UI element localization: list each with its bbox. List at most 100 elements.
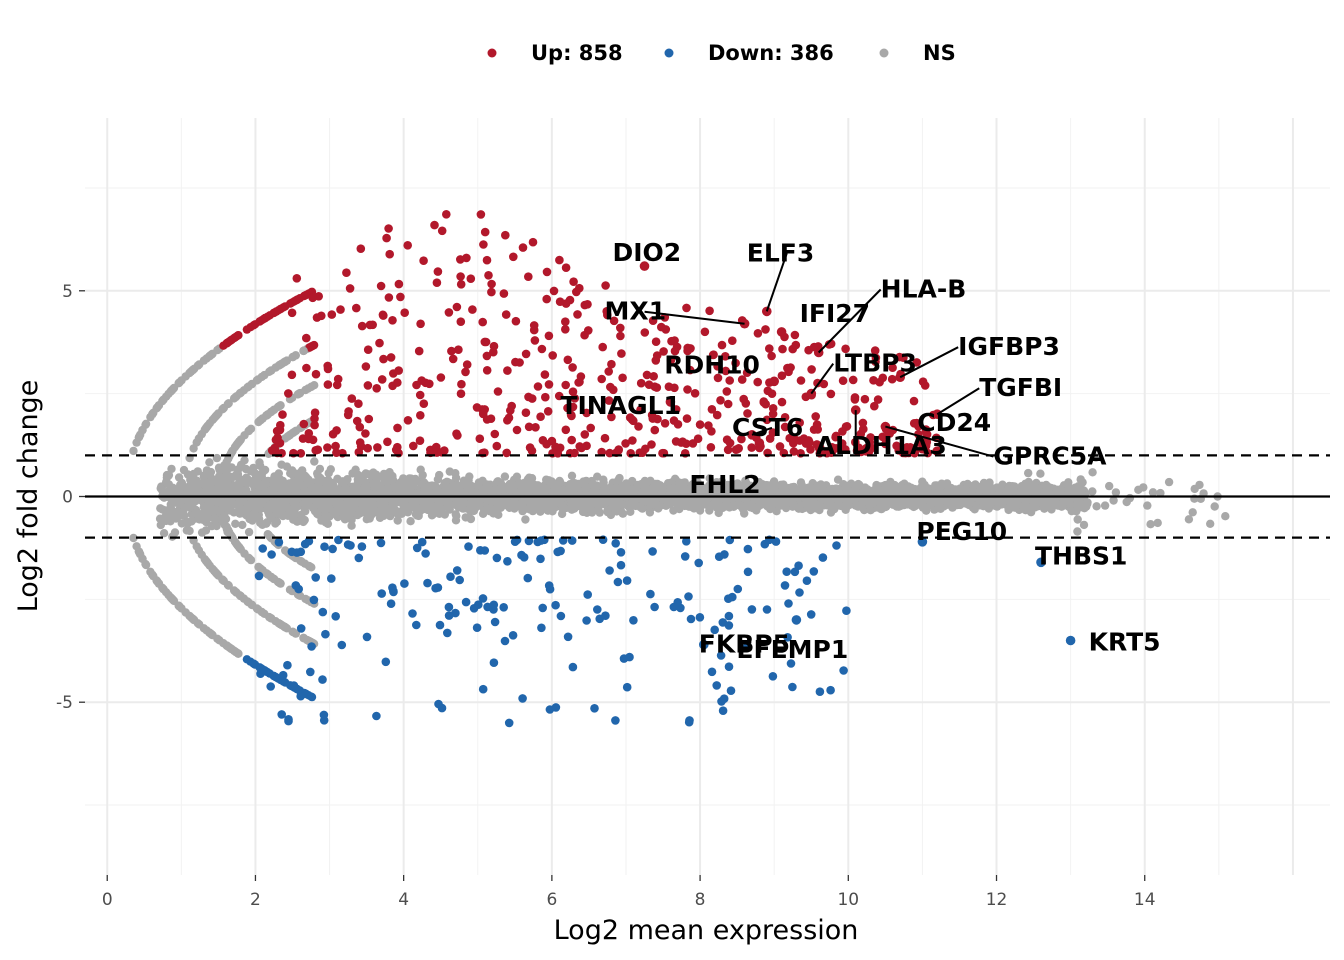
data-point-ns <box>387 472 397 481</box>
data-point-ns <box>705 486 714 496</box>
data-point-ns <box>595 508 604 517</box>
data-point-ns <box>211 475 221 485</box>
data-point-ns <box>500 500 509 509</box>
data-point-ns <box>201 526 211 535</box>
data-point-ns <box>369 479 378 488</box>
data-point-ns <box>272 517 282 527</box>
data-point-ns <box>418 470 427 480</box>
data-point-ns <box>191 487 200 497</box>
data-point-ns <box>578 507 588 517</box>
data-point-ns <box>741 476 750 485</box>
data-point-ns <box>228 490 238 500</box>
data-point-ns <box>521 515 530 524</box>
data-point-ns <box>399 474 408 483</box>
data-point-ns <box>315 464 325 474</box>
data-point-ns <box>962 499 971 508</box>
data-point-ns <box>177 519 186 528</box>
data-point-ns <box>317 477 326 487</box>
data-point-ns <box>451 516 461 525</box>
data-point-ns <box>361 470 370 479</box>
data-point-ns <box>645 508 655 517</box>
data-point-ns <box>1047 505 1056 514</box>
data-point-ns <box>469 504 478 514</box>
data-point-ns <box>375 499 385 509</box>
data-point-ns <box>512 472 522 481</box>
data-point-ns <box>739 505 748 514</box>
data-point-ns <box>242 476 252 486</box>
data-point-ns <box>505 479 515 489</box>
data-point-ns <box>179 507 188 516</box>
data-point-ns <box>446 500 455 510</box>
data-point-ns <box>159 529 169 538</box>
data-point-ns <box>987 484 997 493</box>
data-point-ns <box>311 485 321 494</box>
data-point-ns <box>500 472 510 481</box>
data-point-ns <box>376 482 385 492</box>
data-point-ns <box>390 505 400 515</box>
data-point-ns <box>440 478 450 488</box>
data-point-ns <box>212 453 222 463</box>
data-point-ns <box>231 519 240 528</box>
data-point-ns <box>406 517 415 526</box>
data-point-ns <box>556 478 565 487</box>
data-point-ns <box>994 485 1004 494</box>
data-point-ns <box>435 470 444 480</box>
data-point-ns <box>203 488 212 497</box>
data-point-ns <box>192 476 202 485</box>
data-point-ns <box>587 506 596 515</box>
data-point-ns <box>733 479 742 488</box>
data-point-ns <box>567 471 577 480</box>
data-point-ns <box>254 501 264 511</box>
data-point-ns <box>393 516 402 525</box>
data-point-ns <box>332 499 341 508</box>
data-point-ns <box>270 498 279 507</box>
data-point-ns <box>816 480 826 489</box>
data-point-ns <box>289 503 298 513</box>
data-point-ns <box>603 506 612 515</box>
data-point-ns <box>284 510 293 519</box>
data-point-ns <box>584 494 594 503</box>
data-point-ns <box>250 488 259 497</box>
data-point-ns <box>187 517 196 526</box>
data-point-ns <box>353 510 362 520</box>
data-point-ns <box>202 466 212 475</box>
data-point-ns <box>557 509 567 519</box>
data-point-ns <box>343 475 352 484</box>
data-point-ns <box>465 472 474 481</box>
data-point-ns <box>729 501 738 510</box>
data-point-ns <box>216 505 225 515</box>
data-point-ns <box>571 479 580 488</box>
data-point-ns <box>725 484 734 493</box>
data-point-ns <box>492 504 501 514</box>
data-point-ns <box>210 514 219 523</box>
data-point-ns <box>277 460 286 469</box>
data-point-ns <box>520 479 529 488</box>
data-point-ns <box>241 464 251 474</box>
data-point-ns <box>261 477 271 486</box>
data-point-ns <box>310 457 319 466</box>
data-point-ns <box>466 514 476 524</box>
data-point-ns <box>451 469 460 478</box>
data-point-ns <box>593 472 602 481</box>
data-point-ns <box>254 479 263 488</box>
data-point-ns <box>746 481 755 490</box>
data-point-ns <box>205 458 214 467</box>
data-point-ns <box>221 475 231 484</box>
data-point-ns <box>327 478 337 488</box>
data-point-ns <box>943 497 952 507</box>
data-point-ns <box>173 486 182 495</box>
data-point-ns <box>520 505 529 514</box>
data-point-ns <box>324 469 333 478</box>
data-point-ns <box>705 474 714 483</box>
data-point-ns <box>234 465 243 474</box>
data-point-ns <box>678 486 687 495</box>
data-point-ns <box>293 517 302 526</box>
data-point-ns <box>866 506 875 515</box>
data-point-ns <box>934 499 944 509</box>
data-point-ns <box>567 500 576 509</box>
data-point-ns <box>347 521 356 530</box>
data-point-ns <box>362 515 371 524</box>
data-point-ns <box>185 503 194 512</box>
data-point-ns <box>637 479 646 489</box>
